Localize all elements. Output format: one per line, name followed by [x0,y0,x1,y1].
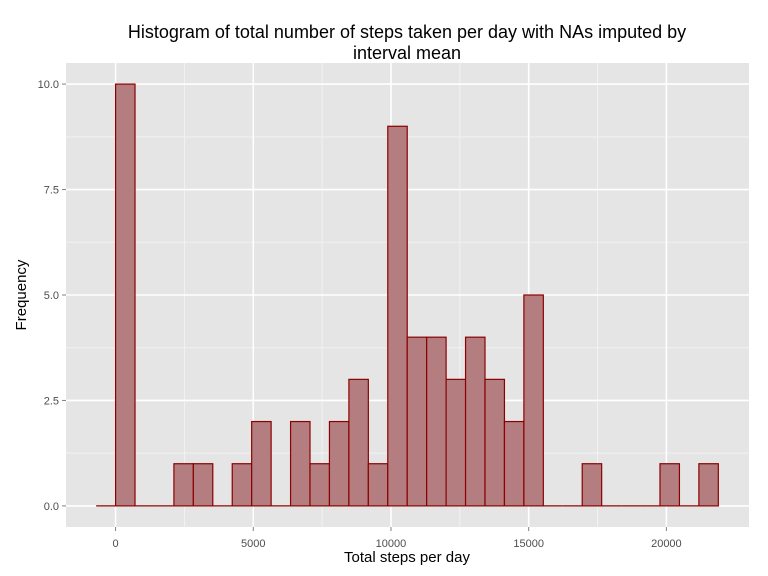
histogram-bar [251,420,272,507]
x-tick-label: 5000 [241,538,265,550]
histogram-bar [387,125,408,507]
histogram-bar [114,83,136,507]
y-tick-label: 7.5 [44,185,59,197]
y-tick-label: 0.0 [44,501,59,513]
histogram-bar [328,420,350,507]
histogram-bar [406,336,428,507]
histogram-bars [96,83,719,507]
x-tick-label: 0 [113,538,119,550]
x-tick-label: 10000 [376,538,407,550]
histogram-bar [464,336,486,507]
y-axis-label: Frequency [13,259,30,330]
histogram-bar [503,420,525,507]
histogram-bar [523,294,544,507]
x-tick-label: 15000 [513,538,544,550]
histogram-bar [173,463,194,507]
x-axis-ticks: 0 5000 10000 15000 20000 [113,527,682,550]
chart-title-line-2: interval mean [353,43,461,63]
histogram-bar [698,463,719,507]
y-tick-label: 10.0 [38,79,59,91]
y-tick-label: 5.0 [44,290,59,302]
histogram-bar [231,463,253,507]
histogram-bar [289,420,311,507]
x-tick-label: 20000 [651,538,682,550]
histogram-bar [367,463,389,507]
histogram-bar [445,378,467,507]
y-tick-label: 2.5 [44,395,59,407]
histogram-bar [192,463,214,507]
histogram-bar [484,378,506,507]
histogram-bar [659,463,681,507]
histogram-bar [348,378,369,507]
histogram-bar [581,463,603,507]
x-axis-label: Total steps per day [344,549,470,566]
histogram-bar [309,463,331,507]
histogram-bar [426,336,447,507]
chart-title-line-1: Histogram of total number of steps taken… [128,22,686,42]
y-axis-ticks: 0.0 2.5 5.0 7.5 10.0 [38,79,66,513]
